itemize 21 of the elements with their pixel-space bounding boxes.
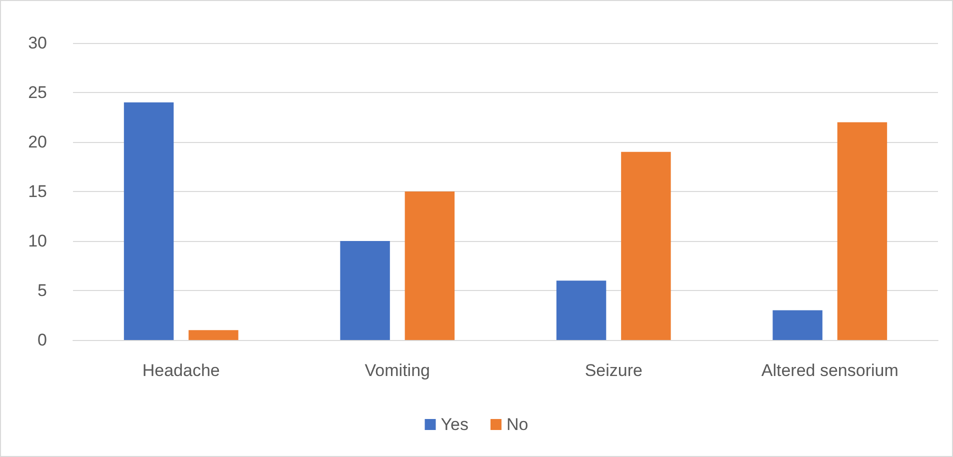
y-tick-label: 20 — [28, 132, 47, 152]
x-tick-label: Seizure — [584, 361, 642, 380]
y-tick-label: 0 — [38, 330, 47, 350]
bar — [772, 310, 822, 340]
y-tick-label: 10 — [28, 232, 47, 250]
y-tick-label: 15 — [28, 182, 47, 201]
bar — [188, 330, 238, 340]
y-tick-label: 5 — [38, 281, 47, 300]
bar — [340, 241, 390, 340]
x-tick-label: Altered sensorium — [761, 361, 898, 380]
x-tick-label: Headache — [142, 361, 220, 380]
bar — [556, 280, 606, 340]
y-tick-label: 30 — [28, 34, 47, 52]
legend-label: No — [506, 415, 528, 434]
bar — [124, 102, 174, 340]
legend-label: Yes — [440, 415, 468, 434]
x-tick-label: Vomiting — [364, 361, 430, 380]
bar — [621, 152, 671, 340]
bar — [404, 192, 455, 340]
bar — [837, 122, 888, 340]
y-tick-label: 25 — [28, 83, 47, 102]
